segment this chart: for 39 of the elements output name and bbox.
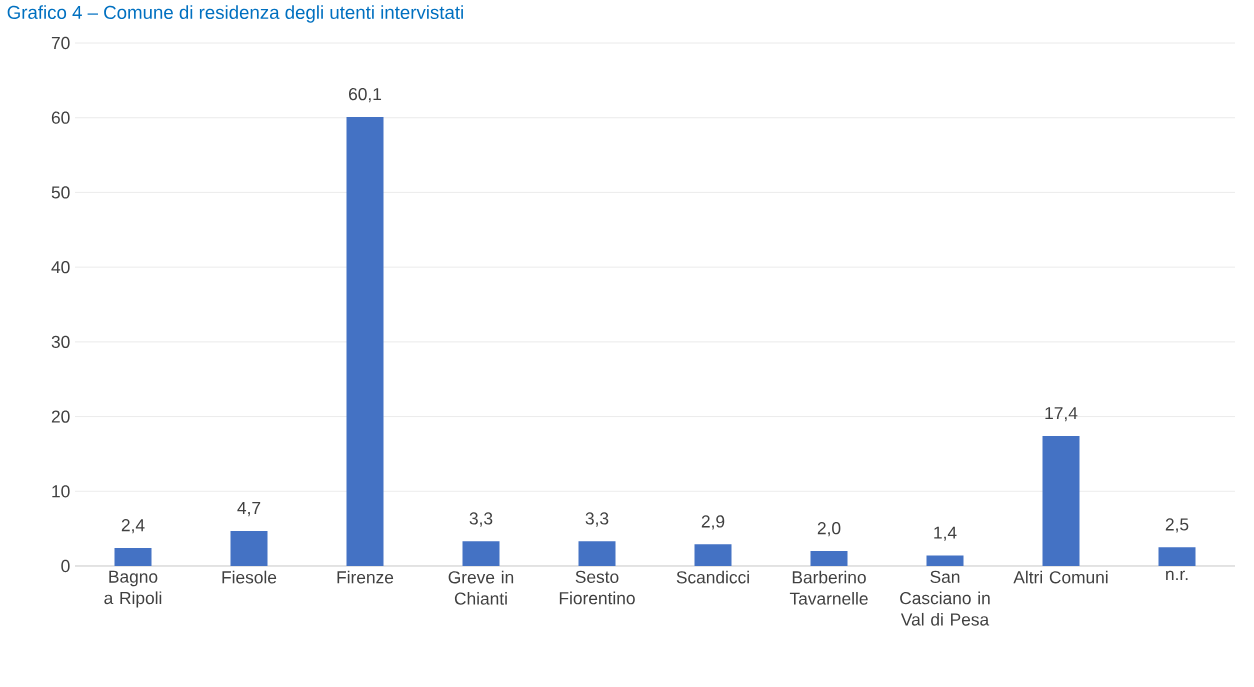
data-label: 17,4 (1045, 407, 1078, 422)
bar (926, 555, 964, 566)
x-tick-label: n.r. (1166, 570, 1188, 581)
y-tick-label: 20 (51, 410, 70, 423)
y-tick-label: 30 (51, 335, 70, 348)
x-tick-label: Sesto Fiorentino (559, 570, 635, 605)
bar (810, 551, 848, 566)
y-tick-label: 70 (51, 36, 70, 50)
data-label: 60,1 (349, 87, 382, 103)
data-label: 2,0 (817, 522, 841, 537)
x-tick-label: San Casciano in Val di Pesa (900, 570, 990, 626)
x-tick-label: Greve in Chianti (448, 570, 514, 605)
data-label: 1,4 (934, 526, 957, 541)
data-label: 2,5 (1165, 518, 1189, 533)
data-label: 2,9 (701, 515, 725, 530)
x-tick-label: Altri Comuni (1013, 570, 1108, 584)
bar (114, 548, 152, 566)
x-tick-label: Scandicci (676, 570, 749, 584)
y-tick-label: 50 (51, 186, 70, 199)
bar (1042, 436, 1080, 566)
bar (694, 544, 732, 566)
x-tick-label: Barberino Tavarnelle (789, 570, 868, 605)
chart-title: Grafico 4 – Comune di residenza degli utenti intervistati (7, 5, 463, 23)
data-label: 2,4 (121, 519, 145, 534)
data-label: 4,7 (237, 502, 261, 517)
bar (462, 541, 500, 566)
x-tick-label: Fiesole (222, 570, 277, 584)
x-tick-label: Firenze (337, 570, 394, 584)
y-tick-label: 60 (51, 111, 70, 124)
bar (578, 541, 616, 566)
x-tick-label: Bagno a Ripoli (104, 570, 162, 608)
y-tick-label: 40 (51, 261, 70, 274)
bar (230, 530, 268, 566)
bar (346, 116, 384, 566)
y-tick-label: 0 (61, 559, 70, 573)
y-tick-label: 10 (52, 485, 70, 498)
bar (1158, 547, 1196, 566)
data-label: 3,3 (585, 512, 609, 527)
data-label: 3,3 (469, 512, 493, 527)
